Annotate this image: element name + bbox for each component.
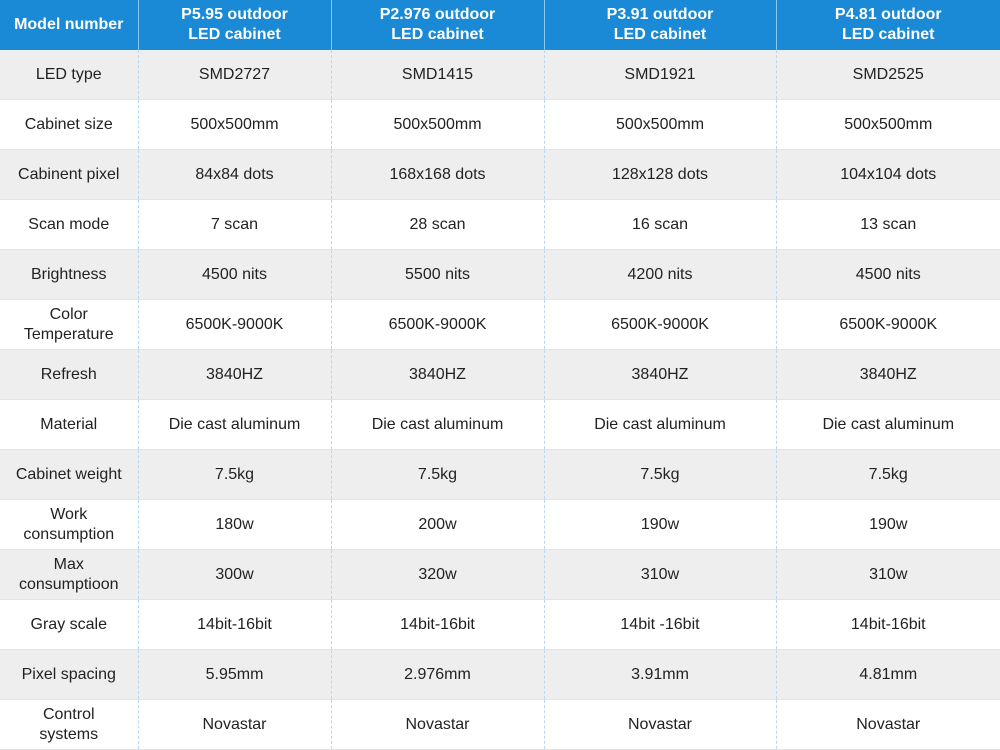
row-label: Work consumption	[0, 499, 139, 550]
table-cell: 3840HZ	[138, 349, 332, 400]
row-label: LED type	[0, 50, 139, 100]
table-cell: 310w	[776, 549, 1000, 600]
table-row: Control systems Novastar Novastar Novastar N…	[0, 699, 1000, 750]
table-cell: 320w	[331, 549, 545, 600]
row-label: Brightness	[0, 249, 139, 300]
table-cell: 6500K-9000K	[138, 299, 332, 350]
table-cell: 190w	[544, 499, 777, 550]
row-label: Control systems	[0, 699, 139, 750]
row-label: Cabinet size	[0, 99, 139, 150]
table-cell: 6500K-9000K	[544, 299, 777, 350]
table-cell: 84x84 dots	[138, 149, 332, 200]
header-model-number: Model number	[0, 0, 139, 50]
table-header: Model number P5.95 outdoor LED cabinet P…	[0, 0, 1000, 50]
table-cell: 7 scan	[138, 199, 332, 250]
table-row: Max consumptioon 300w 320w 310w 310w	[0, 549, 1000, 600]
table-cell: 128x128 dots	[544, 149, 777, 200]
table-cell: Die cast aluminum	[138, 399, 332, 450]
table-row: LED type SMD2727 SMD1415 SMD1921 SMD2525	[0, 50, 1000, 100]
header-p2976: P2.976 outdoor LED cabinet	[331, 0, 545, 50]
header-p391: P3.91 outdoor LED cabinet	[544, 0, 777, 50]
table-row: Cabinet weight 7.5kg 7.5kg 7.5kg 7.5kg	[0, 449, 1000, 500]
row-label: Scan mode	[0, 199, 139, 250]
table-cell: 168x168 dots	[331, 149, 545, 200]
table-cell: 310w	[544, 549, 777, 600]
table-cell: 14bit -16bit	[544, 599, 777, 650]
table-body: LED type SMD2727 SMD1415 SMD1921 SMD2525 Cabi…	[0, 50, 1000, 750]
table-cell: 6500K-9000K	[776, 299, 1000, 350]
table-row: Cabinent pixel 84x84 dots 168x168 dots 128x…	[0, 149, 1000, 200]
header-row: Model number P5.95 outdoor LED cabinet P…	[0, 0, 1000, 50]
table-cell: 7.5kg	[544, 449, 777, 500]
table-cell: 3.91mm	[544, 649, 777, 700]
row-label: Cabinent pixel	[0, 149, 139, 200]
table-cell: 500x500mm	[544, 99, 777, 150]
table-row: Pixel spacing 5.95mm 2.976mm 3.91mm 4.81mm	[0, 649, 1000, 700]
table-cell: 4500 nits	[138, 249, 332, 300]
table-cell: 500x500mm	[331, 99, 545, 150]
table-cell: 7.5kg	[776, 449, 1000, 500]
table-cell: SMD1921	[544, 50, 777, 100]
table-cell: SMD1415	[331, 50, 545, 100]
table-cell: 16 scan	[544, 199, 777, 250]
table-cell: 7.5kg	[331, 449, 545, 500]
table-cell: Novastar	[138, 699, 332, 750]
table-cell: SMD2727	[138, 50, 332, 100]
row-label: Max consumptioon	[0, 549, 139, 600]
table-row: Gray scale 14bit-16bit 14bit-16bit 14bit -1…	[0, 599, 1000, 650]
table-cell: 14bit-16bit	[138, 599, 332, 650]
table-cell: 300w	[138, 549, 332, 600]
row-label: Gray scale	[0, 599, 139, 650]
table-cell: 14bit-16bit	[776, 599, 1000, 650]
table-row: Color Temperature 6500K-9000K 6500K-9000K 6…	[0, 299, 1000, 350]
table-row: Work consumption 180w 200w 190w 190w	[0, 499, 1000, 550]
table-cell: Die cast aluminum	[776, 399, 1000, 450]
table-cell: 5.95mm	[138, 649, 332, 700]
table-cell: 500x500mm	[776, 99, 1000, 150]
table-cell: 4200 nits	[544, 249, 777, 300]
table-row: Brightness 4500 nits 5500 nits 4200 nits 450…	[0, 249, 1000, 300]
table-cell: Novastar	[776, 699, 1000, 750]
table-cell: 13 scan	[776, 199, 1000, 250]
table-row: Material Die cast aluminum Die cast alumin…	[0, 399, 1000, 450]
table-cell: 3840HZ	[331, 349, 545, 400]
table-cell: 3840HZ	[544, 349, 777, 400]
table-cell: 6500K-9000K	[331, 299, 545, 350]
table-cell: 4500 nits	[776, 249, 1000, 300]
table-cell: 7.5kg	[138, 449, 332, 500]
table-cell: 200w	[331, 499, 545, 550]
table-cell: 28 scan	[331, 199, 545, 250]
table-cell: 190w	[776, 499, 1000, 550]
table-cell: 5500 nits	[331, 249, 545, 300]
table-cell: 14bit-16bit	[331, 599, 545, 650]
table-cell: 104x104 dots	[776, 149, 1000, 200]
table-cell: 3840HZ	[776, 349, 1000, 400]
row-label: Cabinet weight	[0, 449, 139, 500]
table-cell: SMD2525	[776, 50, 1000, 100]
table-cell: Novastar	[544, 699, 777, 750]
header-p595: P5.95 outdoor LED cabinet	[138, 0, 332, 50]
table-cell: Die cast aluminum	[544, 399, 777, 450]
table-row: Refresh 3840HZ 3840HZ 3840HZ 3840HZ	[0, 349, 1000, 400]
table-row: Scan mode 7 scan 28 scan 16 scan 13 scan	[0, 199, 1000, 250]
table-row: Cabinet size 500x500mm 500x500mm 500x500mm 5…	[0, 99, 1000, 150]
table-cell: Die cast aluminum	[331, 399, 545, 450]
table-cell: Novastar	[331, 699, 545, 750]
row-label: Color Temperature	[0, 299, 139, 350]
table-cell: 180w	[138, 499, 332, 550]
table-cell: 2.976mm	[331, 649, 545, 700]
row-label: Pixel spacing	[0, 649, 139, 700]
row-label: Refresh	[0, 349, 139, 400]
row-label: Material	[0, 399, 139, 450]
table-cell: 500x500mm	[138, 99, 332, 150]
header-p481: P4.81 outdoor LED cabinet	[776, 0, 1000, 50]
table-cell: 4.81mm	[776, 649, 1000, 700]
